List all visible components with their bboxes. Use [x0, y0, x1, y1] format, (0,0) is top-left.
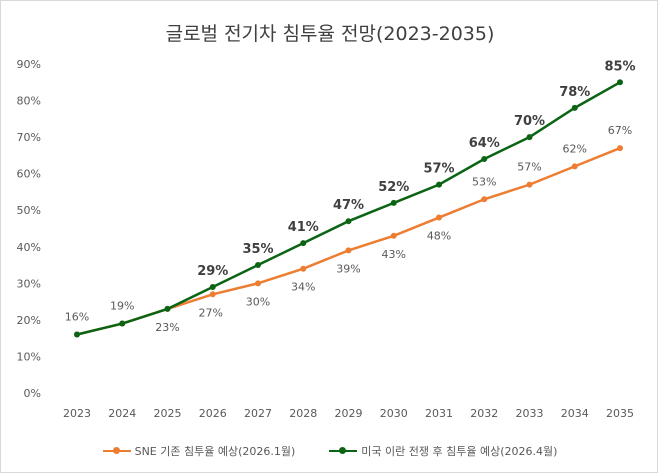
x-tick-label: 2024 [108, 407, 136, 420]
data-point [390, 232, 397, 239]
data-point [209, 283, 216, 290]
data-point [617, 145, 623, 152]
data-point [526, 181, 533, 188]
data-point [74, 331, 80, 338]
data-point [481, 156, 488, 163]
data-label-sne: 67% [608, 124, 632, 137]
legend-item-war: 미국 이란 전쟁 후 침투율 예상(2026.4월) [329, 443, 557, 459]
data-point [436, 181, 442, 188]
data-point [390, 199, 397, 206]
data-point [436, 214, 442, 221]
data-point [345, 247, 352, 254]
y-tick-label: 0% [24, 387, 41, 400]
y-tick-label: 80% [17, 95, 41, 108]
legend-swatch-orange [102, 447, 131, 454]
data-label-sne: 30% [246, 295, 270, 308]
data-label-war: 64% [469, 136, 500, 151]
data-label-sne: 43% [382, 248, 406, 261]
x-tick-label: 2028 [289, 407, 317, 420]
data-point [255, 280, 261, 287]
legend-label: 미국 이란 전쟁 후 침투율 예상(2026.4월) [361, 445, 558, 458]
y-tick-label: 30% [17, 277, 41, 290]
data-point [300, 240, 307, 247]
data-label-sne: 34% [291, 281, 315, 294]
x-tick-label: 2035 [606, 407, 634, 420]
data-point [300, 265, 307, 272]
y-tick-label: 40% [17, 241, 41, 254]
x-tick-label: 2025 [154, 407, 182, 420]
data-label-sne: 53% [472, 175, 496, 188]
data-point [164, 305, 171, 312]
data-label-war: 57% [423, 162, 454, 177]
data-label-war: 78% [559, 85, 590, 100]
y-tick-label: 70% [17, 131, 41, 144]
y-tick-label: 50% [17, 204, 41, 217]
data-point [571, 163, 578, 170]
x-tick-label: 2031 [425, 407, 453, 420]
y-tick-label: 10% [17, 350, 41, 363]
data-label-war: 35% [242, 242, 273, 257]
legend-swatch-green [329, 447, 358, 454]
y-tick-label: 60% [17, 168, 41, 181]
data-label-sne: 39% [336, 262, 360, 275]
data-label-war: 70% [514, 114, 545, 129]
data-label-sne: 23% [155, 321, 179, 334]
x-tick-label: 2030 [380, 407, 408, 420]
data-label-war: 47% [333, 198, 364, 213]
x-tick-label: 2033 [516, 407, 544, 420]
data-label-sne: 19% [110, 300, 134, 313]
data-point [209, 291, 216, 298]
series-line [76, 146, 621, 336]
legend-item-sne: SNE 기존 침투율 예상(2026.1월) [102, 443, 296, 459]
data-label-war: 29% [197, 264, 228, 279]
data-point [345, 218, 352, 225]
data-label-sne: 57% [517, 161, 541, 174]
x-tick-label: 2032 [470, 407, 498, 420]
chart-title: 글로벌 전기차 침투율 전망(2023-2035) [165, 23, 495, 45]
data-label-sne: 16% [65, 311, 89, 324]
y-tick-label: 90% [17, 58, 41, 71]
legend-label: SNE 기존 침투율 예상(2026.1월) [134, 445, 296, 458]
data-point [255, 262, 261, 269]
data-label-sne: 48% [427, 230, 451, 243]
y-tick-label: 20% [17, 314, 41, 327]
data-point [481, 196, 488, 203]
data-label-war: 85% [604, 59, 635, 74]
data-point [617, 79, 623, 86]
data-label-war: 52% [378, 180, 409, 195]
x-tick-label: 2027 [244, 407, 272, 420]
x-tick-label: 2034 [561, 407, 589, 420]
data-label-war: 41% [288, 220, 319, 235]
data-point [119, 320, 126, 327]
data-label-sne: 27% [199, 306, 223, 319]
x-tick-label: 2023 [63, 407, 91, 420]
x-tick-label: 2026 [199, 407, 227, 420]
legend: SNE 기존 침투율 예상(2026.1월) 미국 이란 전쟁 후 침투율 예상… [1, 443, 658, 459]
x-tick-label: 2029 [335, 407, 363, 420]
data-point [526, 134, 533, 141]
data-point [571, 104, 578, 111]
data-label-sne: 62% [563, 142, 587, 155]
